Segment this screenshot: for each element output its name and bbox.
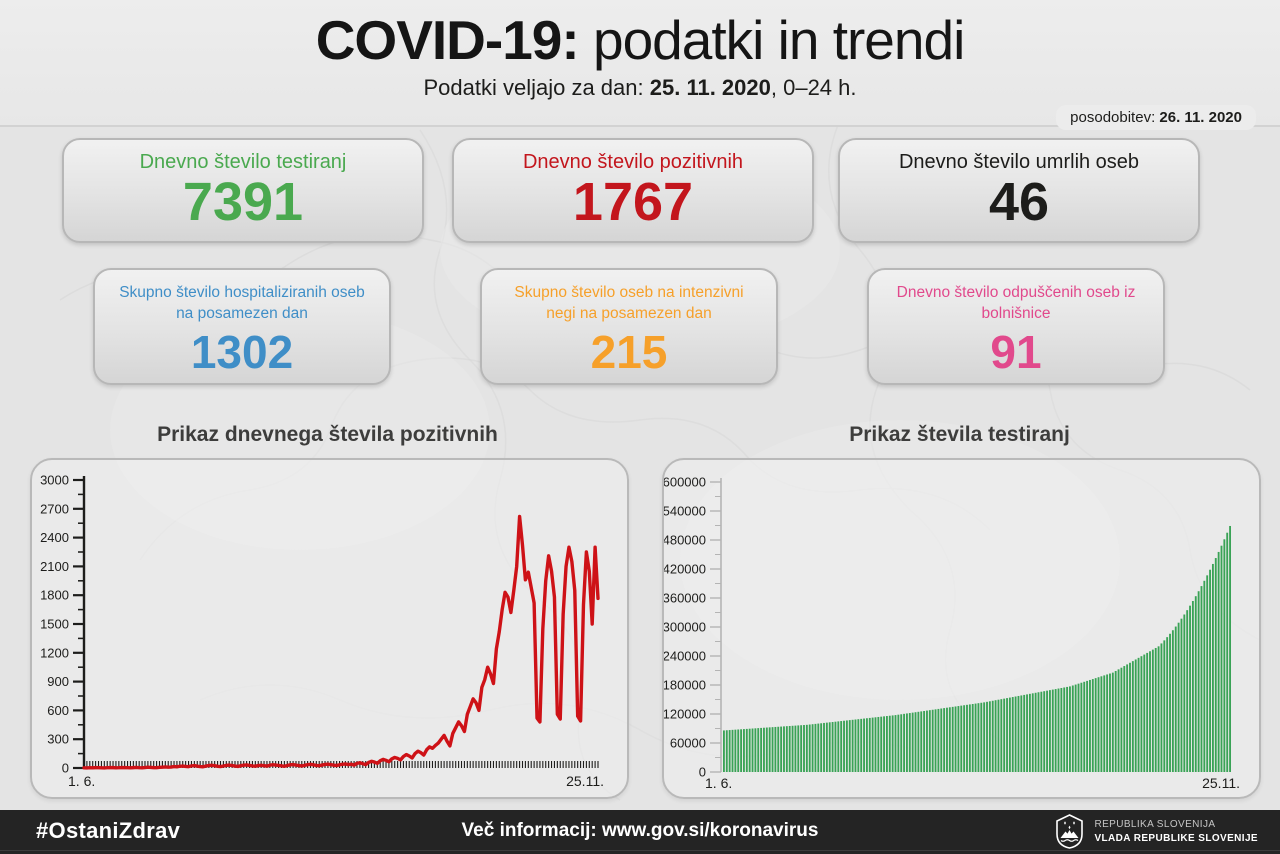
subtitle-date-range: Podatki veljajo za dan: 25. 11. 2020, 0–… [0, 75, 1280, 101]
stat-card-daily-tests: Dnevno število testiranj 7391 [62, 138, 424, 243]
chart-title-positives: Prikaz dnevnega števila pozitivnih [157, 423, 498, 446]
stat-label: Dnevno število umrlih oseb [898, 151, 1140, 173]
title-bold: COVID-19: [315, 9, 580, 71]
svg-text:1500: 1500 [40, 617, 69, 632]
svg-text:300: 300 [47, 732, 69, 747]
svg-text:1200: 1200 [40, 645, 69, 660]
gov-line-government: VLADA REPUBLIKE SLOVENIJE [1094, 832, 1258, 844]
stat-value: 46 [988, 172, 1050, 232]
positives-line-chart: 0 300 600 900 1200 1500 1800 2100 2400 2700 3000 1.… [40, 473, 604, 790]
svg-text:1. 6.: 1. 6. [705, 775, 732, 791]
page-title: COVID-19: podatki in trendi [0, 0, 1280, 70]
stat-card-icu: Skupno število oseb na intenzivni negi n… [480, 268, 778, 385]
footer-bar: #OstaniZdrav Več informacij: www.gov.si/… [0, 810, 1280, 854]
svg-text:300000: 300000 [664, 620, 706, 635]
stat-value: 1767 [572, 172, 694, 232]
svg-text:0: 0 [699, 765, 706, 780]
svg-text:2100: 2100 [40, 559, 69, 574]
chart-panel-tests: 0 60000 120000 180000 240000 300000 360000 4200… [662, 458, 1261, 799]
svg-text:3000: 3000 [40, 473, 69, 488]
hashtag-ostanizdrav: #OstaniZdrav [36, 818, 181, 843]
stat-card-hospitalized: Skupno število hospitaliziranih oseb na … [93, 268, 391, 385]
stat-value: 7391 [182, 172, 304, 232]
stat-card-daily-deaths: Dnevno število umrlih oseb 46 [838, 138, 1200, 243]
title-rest: podatki in trendi [578, 9, 965, 71]
stat-value: 91 [990, 325, 1042, 378]
svg-text:540000: 540000 [664, 504, 706, 519]
svg-text:0: 0 [62, 761, 69, 776]
stat-label: Skupno število oseb na intenzivni negi n… [514, 284, 744, 322]
government-name: REPUBLIKA SLOVENIJA VLADA REPUBLIKE SLOV… [1094, 818, 1258, 846]
svg-text:25.11.: 25.11. [1202, 775, 1240, 791]
svg-text:25.11.: 25.11. [566, 773, 604, 789]
svg-text:600: 600 [47, 703, 69, 718]
stat-label: Dnevno število pozitivnih [522, 151, 744, 173]
subtitle-date: 25. 11. 2020 [649, 74, 771, 100]
stat-label: Skupno število hospitaliziranih oseb na … [119, 284, 365, 322]
svg-text:120000: 120000 [664, 707, 706, 722]
svg-text:600000: 600000 [664, 475, 706, 490]
gov-line-republic: REPUBLIKA SLOVENIJA [1094, 818, 1216, 830]
svg-text:360000: 360000 [664, 591, 706, 606]
government-signature: REPUBLIKA SLOVENIJA VLADA REPUBLIKE SLOV… [1056, 814, 1258, 849]
svg-text:900: 900 [47, 674, 69, 689]
stat-label: Dnevno število testiranj [139, 151, 347, 173]
svg-text:2400: 2400 [40, 530, 69, 545]
update-date: 26. 11. 2020 [1159, 109, 1242, 126]
chart-title-tests: Prikaz števila testiranj [849, 423, 1070, 446]
info-url-text: Več informacij: www.gov.si/koronavirus [461, 820, 819, 841]
svg-text:1. 6.: 1. 6. [68, 773, 95, 789]
stat-label: Dnevno število odpuščenih oseb iz bolniš… [896, 284, 1136, 322]
stat-value: 215 [590, 325, 668, 378]
stat-card-daily-positives: Dnevno število pozitivnih 1767 [452, 138, 814, 243]
svg-text:480000: 480000 [664, 533, 706, 548]
subtitle-prefix: Podatki veljajo za dan: [423, 74, 650, 100]
tests-bar-chart: 0 60000 120000 180000 240000 300000 360000 4200… [664, 475, 1240, 792]
svg-text:60000: 60000 [670, 736, 706, 751]
chart-panel-positives: 0 300 600 900 1200 1500 1800 2100 2400 2700 3000 1.… [30, 458, 629, 799]
svg-text:420000: 420000 [664, 562, 706, 577]
svg-text:180000: 180000 [664, 678, 706, 693]
svg-text:1800: 1800 [40, 588, 69, 603]
update-label: posodobitev: [1070, 109, 1160, 126]
subtitle-suffix: , 0–24 h. [770, 74, 857, 100]
svg-text:240000: 240000 [664, 649, 706, 664]
stat-value: 1302 [190, 325, 294, 378]
svg-text:2700: 2700 [40, 501, 69, 516]
slovenia-coat-of-arms-icon [1056, 814, 1084, 849]
update-timestamp: posodobitev: 26. 11. 2020 [1056, 105, 1256, 130]
stat-card-discharged: Dnevno število odpuščenih oseb iz bolniš… [867, 268, 1165, 385]
